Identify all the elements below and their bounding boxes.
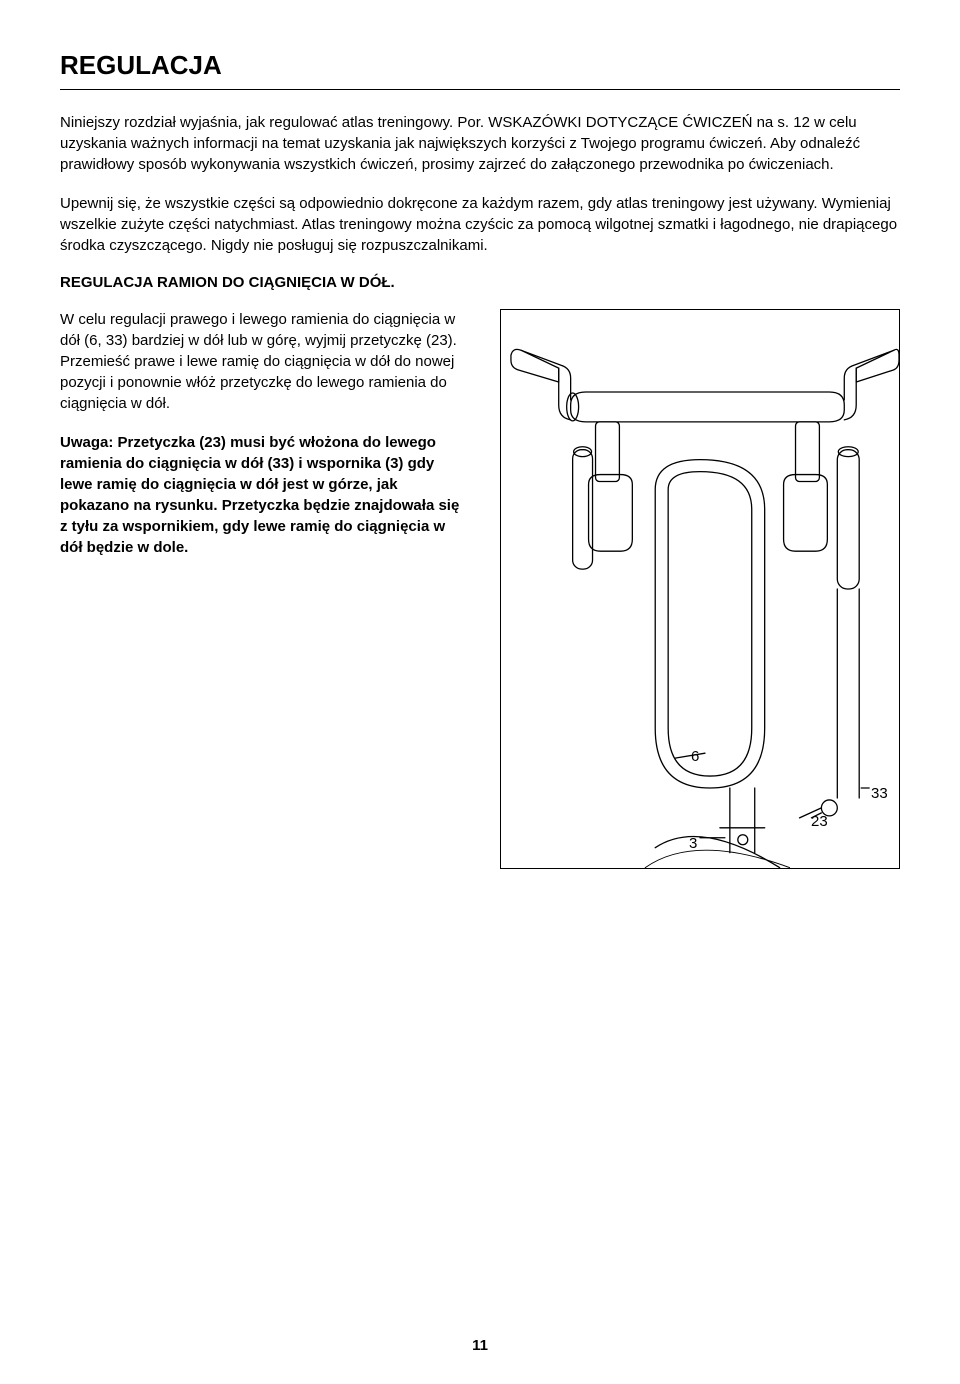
subheading: REGULACJA RAMION DO CIĄGNIĘCIA W DÓŁ.: [60, 274, 900, 291]
label-33: 33: [871, 785, 888, 802]
text-column: W celu regulacji prawego i lewego ramien…: [60, 309, 460, 869]
label-3: 3: [689, 835, 697, 852]
label-6: 6: [691, 748, 699, 765]
intro-paragraph: Niniejszy rozdział wyjaśnia, jak regulow…: [60, 112, 900, 175]
divider: [60, 89, 900, 90]
equipment-svg: [501, 310, 899, 868]
page-number: 11: [0, 1337, 960, 1354]
maintenance-paragraph: Upewnij się, że wszystkie części są odpo…: [60, 193, 900, 256]
label-23: 23: [811, 813, 828, 830]
content-row: W celu regulacji prawego i lewego ramien…: [60, 309, 900, 869]
warning-paragraph: Uwaga: Przetyczka (23) musi być włożona …: [60, 432, 460, 558]
equipment-diagram: 6 33 23 3: [500, 309, 900, 869]
adjustment-paragraph: W celu regulacji prawego i lewego ramien…: [60, 309, 460, 414]
diagram-column: 6 33 23 3: [480, 309, 900, 869]
page-title: REGULACJA: [60, 50, 900, 81]
